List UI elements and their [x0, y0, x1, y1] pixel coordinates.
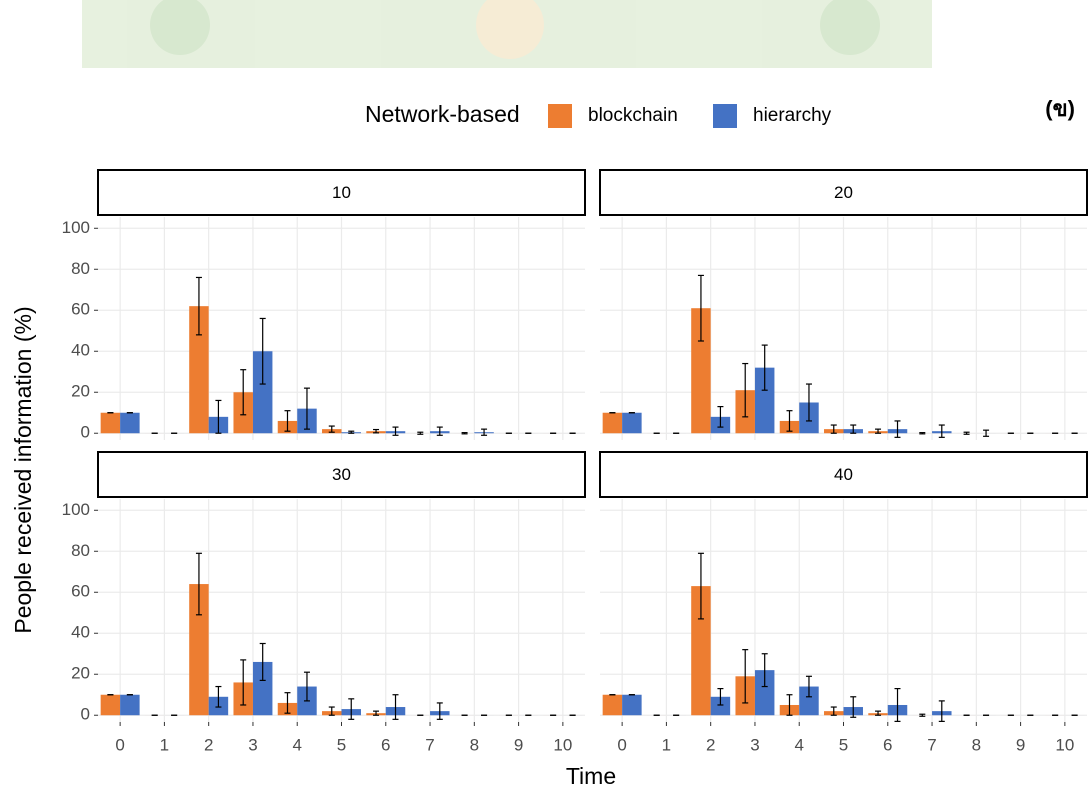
- y-tick-label: 0: [81, 423, 90, 442]
- x-tick-label: 2: [706, 735, 715, 754]
- facet-label: 10: [332, 183, 351, 202]
- x-tick-label: 5: [337, 735, 346, 754]
- x-tick-label: 5: [839, 735, 848, 754]
- x-tick-label: 4: [292, 735, 301, 754]
- x-tick-label: 9: [514, 735, 523, 754]
- x-tick-label: 8: [470, 735, 479, 754]
- bar: [120, 695, 139, 715]
- bar: [120, 413, 139, 433]
- bar: [622, 695, 641, 715]
- page: {"chart_data": { "type": "bar", "annotat…: [0, 0, 1089, 794]
- x-tick-label: 10: [1055, 735, 1074, 754]
- y-tick-label: 100: [62, 500, 90, 519]
- x-tick-label: 6: [381, 735, 390, 754]
- x-tick-label: 0: [115, 735, 124, 754]
- y-tick-label: 40: [71, 341, 90, 360]
- annotation: (ข): [1045, 96, 1075, 121]
- bar: [603, 413, 622, 433]
- x-tick-label: 7: [927, 735, 936, 754]
- x-tick-label: 9: [1016, 735, 1025, 754]
- error-bar: [348, 699, 354, 719]
- y-tick-label: 100: [62, 218, 90, 237]
- y-tick-label: 40: [71, 623, 90, 642]
- facet-label: 40: [834, 465, 853, 484]
- legend-swatch: [713, 104, 737, 128]
- x-tick-label: 6: [883, 735, 892, 754]
- x-tick-label: 1: [160, 735, 169, 754]
- bar: [622, 413, 641, 433]
- y-tick-label: 0: [81, 705, 90, 724]
- x-tick-label: 0: [617, 735, 626, 754]
- chart: (ข) Network-based Time People received i…: [0, 0, 1089, 794]
- bar: [603, 695, 622, 715]
- legend-label: blockchain: [588, 105, 678, 126]
- x-tick-label: 8: [972, 735, 981, 754]
- x-tick-label: 1: [662, 735, 671, 754]
- x-tick-label: 4: [794, 735, 803, 754]
- x-axis-title: Time: [566, 763, 616, 789]
- y-tick-label: 20: [71, 382, 90, 401]
- x-tick-label: 3: [750, 735, 759, 754]
- legend-title: Network-based: [365, 101, 520, 127]
- x-tick-label: 7: [425, 735, 434, 754]
- facet-label: 20: [834, 183, 853, 202]
- y-tick-label: 80: [71, 259, 90, 278]
- y-tick-label: 60: [71, 300, 90, 319]
- x-tick-label: 10: [553, 735, 572, 754]
- y-tick-label: 20: [71, 664, 90, 683]
- x-tick-label: 3: [248, 735, 257, 754]
- x-tick-label: 2: [204, 735, 213, 754]
- bar: [101, 695, 120, 715]
- y-tick-label: 80: [71, 541, 90, 560]
- legend-label: hierarchy: [753, 105, 832, 126]
- facet-label: 30: [332, 465, 351, 484]
- y-tick-label: 60: [71, 582, 90, 601]
- legend-swatch: [548, 104, 572, 128]
- y-axis-title: People received information (%): [10, 306, 36, 633]
- bar: [101, 413, 120, 433]
- watermark-banner: [82, 0, 932, 68]
